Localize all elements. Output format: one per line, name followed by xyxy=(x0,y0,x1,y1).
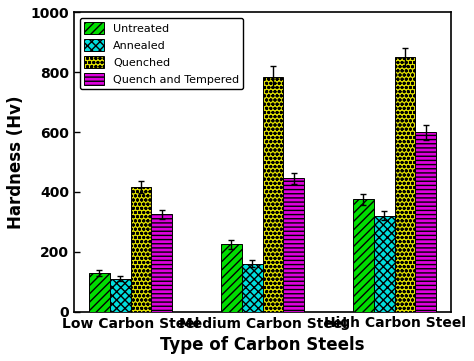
Bar xyxy=(415,132,436,312)
Bar xyxy=(394,57,415,312)
Bar xyxy=(263,77,283,312)
Bar xyxy=(242,264,263,312)
Bar xyxy=(151,214,172,312)
Bar xyxy=(283,178,304,312)
Bar xyxy=(374,216,394,312)
Bar xyxy=(221,244,242,312)
Bar xyxy=(89,273,110,312)
Legend: Untreated, Annealed, Quenched, Quench and Tempered: Untreated, Annealed, Quenched, Quench an… xyxy=(80,18,244,89)
Bar xyxy=(110,279,130,312)
Y-axis label: Hardness (Hv): Hardness (Hv) xyxy=(7,95,25,229)
Bar xyxy=(353,199,374,312)
X-axis label: Type of Carbon Steels: Type of Carbon Steels xyxy=(160,336,365,354)
Bar xyxy=(130,187,151,312)
